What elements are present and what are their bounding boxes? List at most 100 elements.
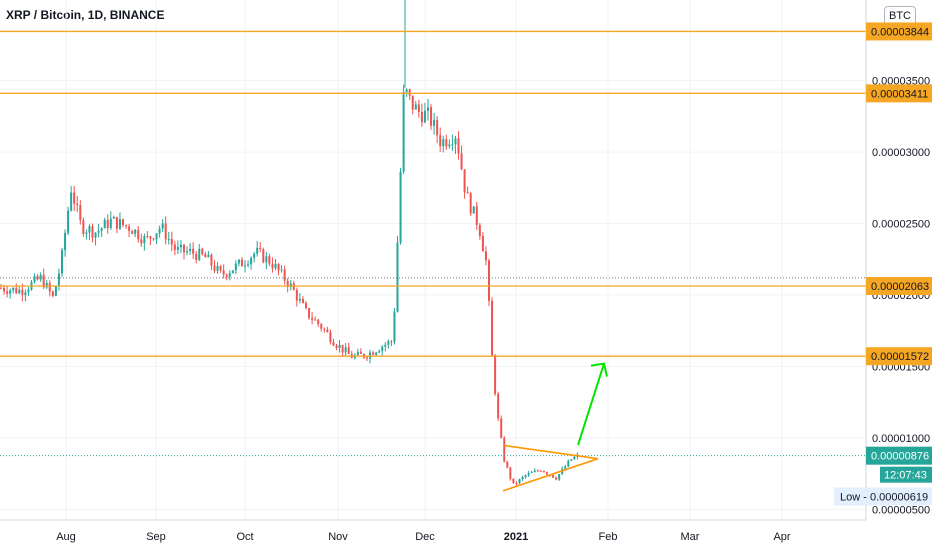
candle-body xyxy=(570,459,573,461)
candle-body xyxy=(170,238,173,245)
candle-body xyxy=(521,476,524,480)
candle-body xyxy=(448,144,451,147)
candle-body xyxy=(347,347,350,354)
x-tick-label: Aug xyxy=(56,531,76,543)
candle-body xyxy=(356,351,359,355)
candle-body xyxy=(524,475,527,477)
candle-body xyxy=(244,265,246,267)
level-tag xyxy=(866,22,932,41)
candle-body xyxy=(137,229,140,240)
candle-body xyxy=(51,291,54,296)
triangle-upper-line xyxy=(502,444,599,460)
candle-body xyxy=(305,302,307,308)
candle-body xyxy=(542,471,545,473)
candle-body xyxy=(179,244,182,248)
candle-body xyxy=(100,228,103,231)
candle-body xyxy=(213,265,216,271)
candle-body xyxy=(198,248,201,260)
candle-body xyxy=(21,289,24,296)
triangle-lower-line xyxy=(502,457,599,492)
candle-body xyxy=(515,483,518,485)
candle-body xyxy=(118,219,121,229)
candle-body xyxy=(228,273,231,277)
candle-body xyxy=(109,218,112,229)
candle-body xyxy=(298,298,301,301)
time-axis[interactable]: Aug Sep Oct Nov Dec 2021 Feb Mar Apr xyxy=(56,531,791,543)
candle-body xyxy=(527,473,530,476)
candle-body xyxy=(204,254,207,258)
candle-body xyxy=(195,253,198,260)
level-tag xyxy=(866,277,932,296)
chart-title: XRP / Bitcoin, 1D, BINANCE xyxy=(6,8,165,22)
candle-body xyxy=(122,219,124,226)
candle-body xyxy=(256,247,259,254)
level-tag-label: 0.00002063 xyxy=(871,281,929,293)
candle-body xyxy=(237,259,240,264)
candle-body xyxy=(112,216,115,219)
candle-body xyxy=(387,341,390,345)
candle-body xyxy=(326,329,329,333)
candle-body xyxy=(430,107,433,126)
breakout-arrow-head xyxy=(590,362,608,377)
candle-body xyxy=(341,345,344,353)
candle-body xyxy=(317,319,320,325)
last-price-label: 0.00000876 xyxy=(871,451,929,463)
candle-body xyxy=(3,287,6,292)
candle-body xyxy=(161,223,164,229)
candle-body xyxy=(567,460,570,467)
candle-body xyxy=(192,248,195,254)
candle-body xyxy=(481,235,484,252)
candle-body xyxy=(469,193,472,214)
candle-body xyxy=(15,287,18,294)
candle-body xyxy=(262,249,265,263)
candle-body xyxy=(491,300,494,356)
level-tag-label: 0.00003411 xyxy=(871,88,928,100)
candle-body xyxy=(466,192,469,194)
candle-body xyxy=(295,289,298,301)
candle-body xyxy=(183,244,185,253)
candle-body xyxy=(506,461,509,468)
candle-body xyxy=(381,346,384,352)
candle-body xyxy=(173,244,176,250)
candle-body xyxy=(70,192,73,211)
candle-body xyxy=(33,276,36,282)
candle-body xyxy=(73,192,76,204)
candle-body xyxy=(308,307,311,318)
candle-body xyxy=(411,95,414,110)
candle-body xyxy=(277,263,280,271)
y-tick-label: 0.00000500 xyxy=(872,504,930,516)
candle-body xyxy=(222,270,225,275)
last-price-tag xyxy=(866,446,932,465)
candle-body xyxy=(445,139,448,147)
candle-body xyxy=(91,226,94,238)
candle-body xyxy=(539,470,542,472)
candle-body xyxy=(494,355,497,394)
candle-body xyxy=(301,298,304,303)
candle-body xyxy=(390,341,393,343)
candle-body xyxy=(207,254,210,258)
candle-body xyxy=(378,351,381,353)
low-tag-label: Low - 0.00000619 xyxy=(840,491,928,503)
candle-body xyxy=(533,470,536,473)
candle-body xyxy=(57,273,60,287)
candle-body xyxy=(393,311,396,342)
candle-body xyxy=(128,226,131,231)
candle-body xyxy=(27,289,30,293)
candle-body xyxy=(9,290,12,294)
candle-body xyxy=(344,347,347,353)
candle-body xyxy=(158,228,161,234)
candle-body xyxy=(439,135,442,147)
low-tag xyxy=(834,487,932,506)
price-tags: 0.00003844 0.00003411 0.00002063 0.00001572… xyxy=(834,22,932,506)
x-tick-label: Oct xyxy=(236,531,253,543)
candle-body xyxy=(24,292,27,296)
x-tick-label: Feb xyxy=(599,531,618,543)
candle-body xyxy=(274,263,277,269)
candle-body xyxy=(247,264,250,266)
candle-body xyxy=(283,269,286,281)
candle-body xyxy=(564,466,567,469)
candle-body xyxy=(219,266,222,271)
candle-body xyxy=(79,205,82,221)
candle-body xyxy=(94,232,97,238)
